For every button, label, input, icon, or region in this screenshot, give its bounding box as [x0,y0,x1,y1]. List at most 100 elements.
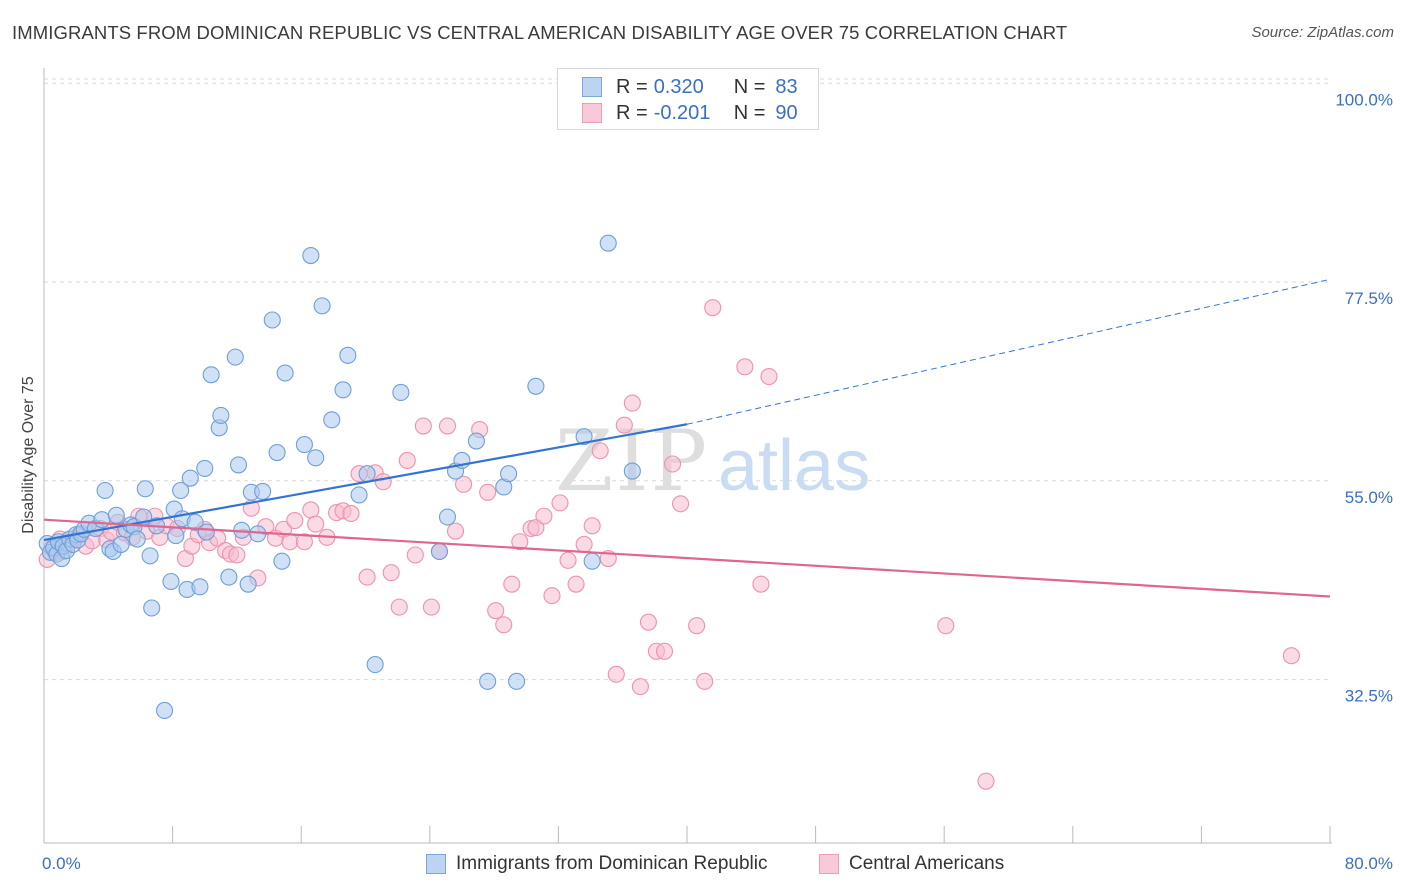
data-point-central-americans [760,367,778,386]
data-point-dominican-republic [136,480,154,498]
legend-swatch-blue [426,854,446,874]
y-tick-label: 77.5% [1345,289,1393,308]
n-value: 90 [775,101,798,124]
data-point-dominican-republic [143,599,161,617]
data-point-central-americans [382,564,400,582]
watermark-atlas: atlas [718,426,870,506]
data-point-dominican-republic [212,406,230,424]
y-tick-label: 55.0% [1345,488,1393,507]
chart-title: IMMIGRANTS FROM DOMINICAN REPUBLIC VS CE… [12,22,1068,43]
data-point-central-americans [615,416,633,434]
data-point-dominican-republic [623,462,641,480]
data-point-dominican-republic [220,568,238,586]
data-point-central-americans [307,515,325,533]
stats-legend-row-pink: R = -0.201 N = 90 [582,101,798,125]
data-point-central-americans [704,299,722,317]
data-point-dominican-republic [268,443,286,462]
data-point-central-americans [655,642,674,660]
r-label: R = [616,75,648,98]
trend-line-central-americans [43,518,1331,598]
trend-lines [43,278,1331,598]
data-point-central-americans [422,598,440,616]
y-tick-label: 100.0% [1335,90,1393,109]
data-point-central-americans [455,475,473,493]
data-point-dominican-republic [141,547,159,565]
data-point-central-americans [736,358,754,376]
data-point-dominican-republic [263,311,281,329]
data-point-central-americans [511,533,529,551]
data-point-dominican-republic [583,552,601,570]
data-point-dominican-republic [295,436,313,454]
data-point-central-americans [503,575,521,593]
data-point-central-americans [937,617,955,635]
data-point-dominican-republic [527,377,545,395]
data-point-central-americans [591,442,609,460]
data-point-dominican-republic [334,381,352,399]
data-point-dominican-republic [392,383,410,402]
data-point-central-americans [479,483,497,501]
data-point-dominican-republic [196,459,214,477]
series-central-americans [38,299,1300,790]
data-point-central-americans [752,575,770,593]
n-label: N = [733,101,766,124]
data-point-dominican-republic [302,246,320,265]
data-point-central-americans [295,533,313,551]
legend-item-dominican-republic: Immigrants from Dominican Republic [426,852,768,876]
data-point-central-americans [358,568,376,586]
data-point-central-americans [663,455,682,473]
data-point-dominican-republic [93,511,111,529]
y-tick-label: 32.5% [1345,687,1393,706]
data-point-dominican-republic [307,449,325,467]
legend-swatch-pink [582,103,602,123]
axes [43,68,1332,844]
data-point-central-americans [623,394,641,412]
r-value: 0.320 [653,75,704,98]
data-point-dominican-republic [599,234,617,252]
data-point-dominican-republic [172,481,190,500]
data-point-dominican-republic [197,523,215,541]
data-point-dominican-republic [202,366,220,384]
data-point-dominican-republic [181,469,199,487]
data-point-dominican-republic [239,575,257,593]
data-point-central-americans [583,517,601,535]
data-point-dominican-republic [438,508,457,526]
data-point-central-americans [607,665,625,683]
trend-line-dominican-republic-extension [686,278,1331,425]
data-point-central-americans [672,495,690,513]
data-point-dominican-republic [112,535,130,553]
source-credit: Source: ZipAtlas.com [1251,24,1394,41]
tick-labels: 32.5% 55.0% 77.5% 100.0% 0.0% 80.0% [42,90,1393,873]
legend-label: Central Americans [849,853,1005,874]
data-point-central-americans [398,451,416,470]
data-point-dominican-republic [96,481,114,500]
data-point-dominican-republic [186,513,204,531]
stats-legend-row-blue: R = 0.320 N = 83 [582,75,798,99]
data-point-dominican-republic [358,465,376,483]
data-point-central-americans [688,617,706,635]
data-point-central-americans [438,417,457,435]
n-value: 83 [775,75,798,98]
data-point-central-americans [286,511,304,530]
data-point-dominican-republic [254,482,272,500]
series-dominican-republic [38,234,641,720]
data-point-dominican-republic [167,527,185,545]
data-point-dominican-republic [276,364,294,382]
legend-label: Immigrants from Dominican Republic [456,853,768,874]
data-point-central-americans [559,551,577,569]
data-point-central-americans [414,417,432,435]
stats-legend: R = 0.320 N = 83 R = -0.201 N = 90 [557,68,819,130]
data-point-dominican-republic [156,701,174,720]
data-point-central-americans [446,522,465,540]
data-point-dominican-republic [467,432,485,450]
data-point-central-americans [535,507,553,525]
data-point-dominican-republic [366,655,384,674]
data-point-dominican-republic [339,346,357,364]
data-point-central-americans [342,504,360,523]
data-point-dominican-republic [191,578,209,596]
data-point-dominican-republic [508,672,526,690]
watermark: ZIP atlas [555,412,870,510]
legend-swatch-pink [819,854,839,874]
y-axis-label: Disability Age Over 75 [20,376,37,534]
data-point-dominican-republic [313,297,331,315]
